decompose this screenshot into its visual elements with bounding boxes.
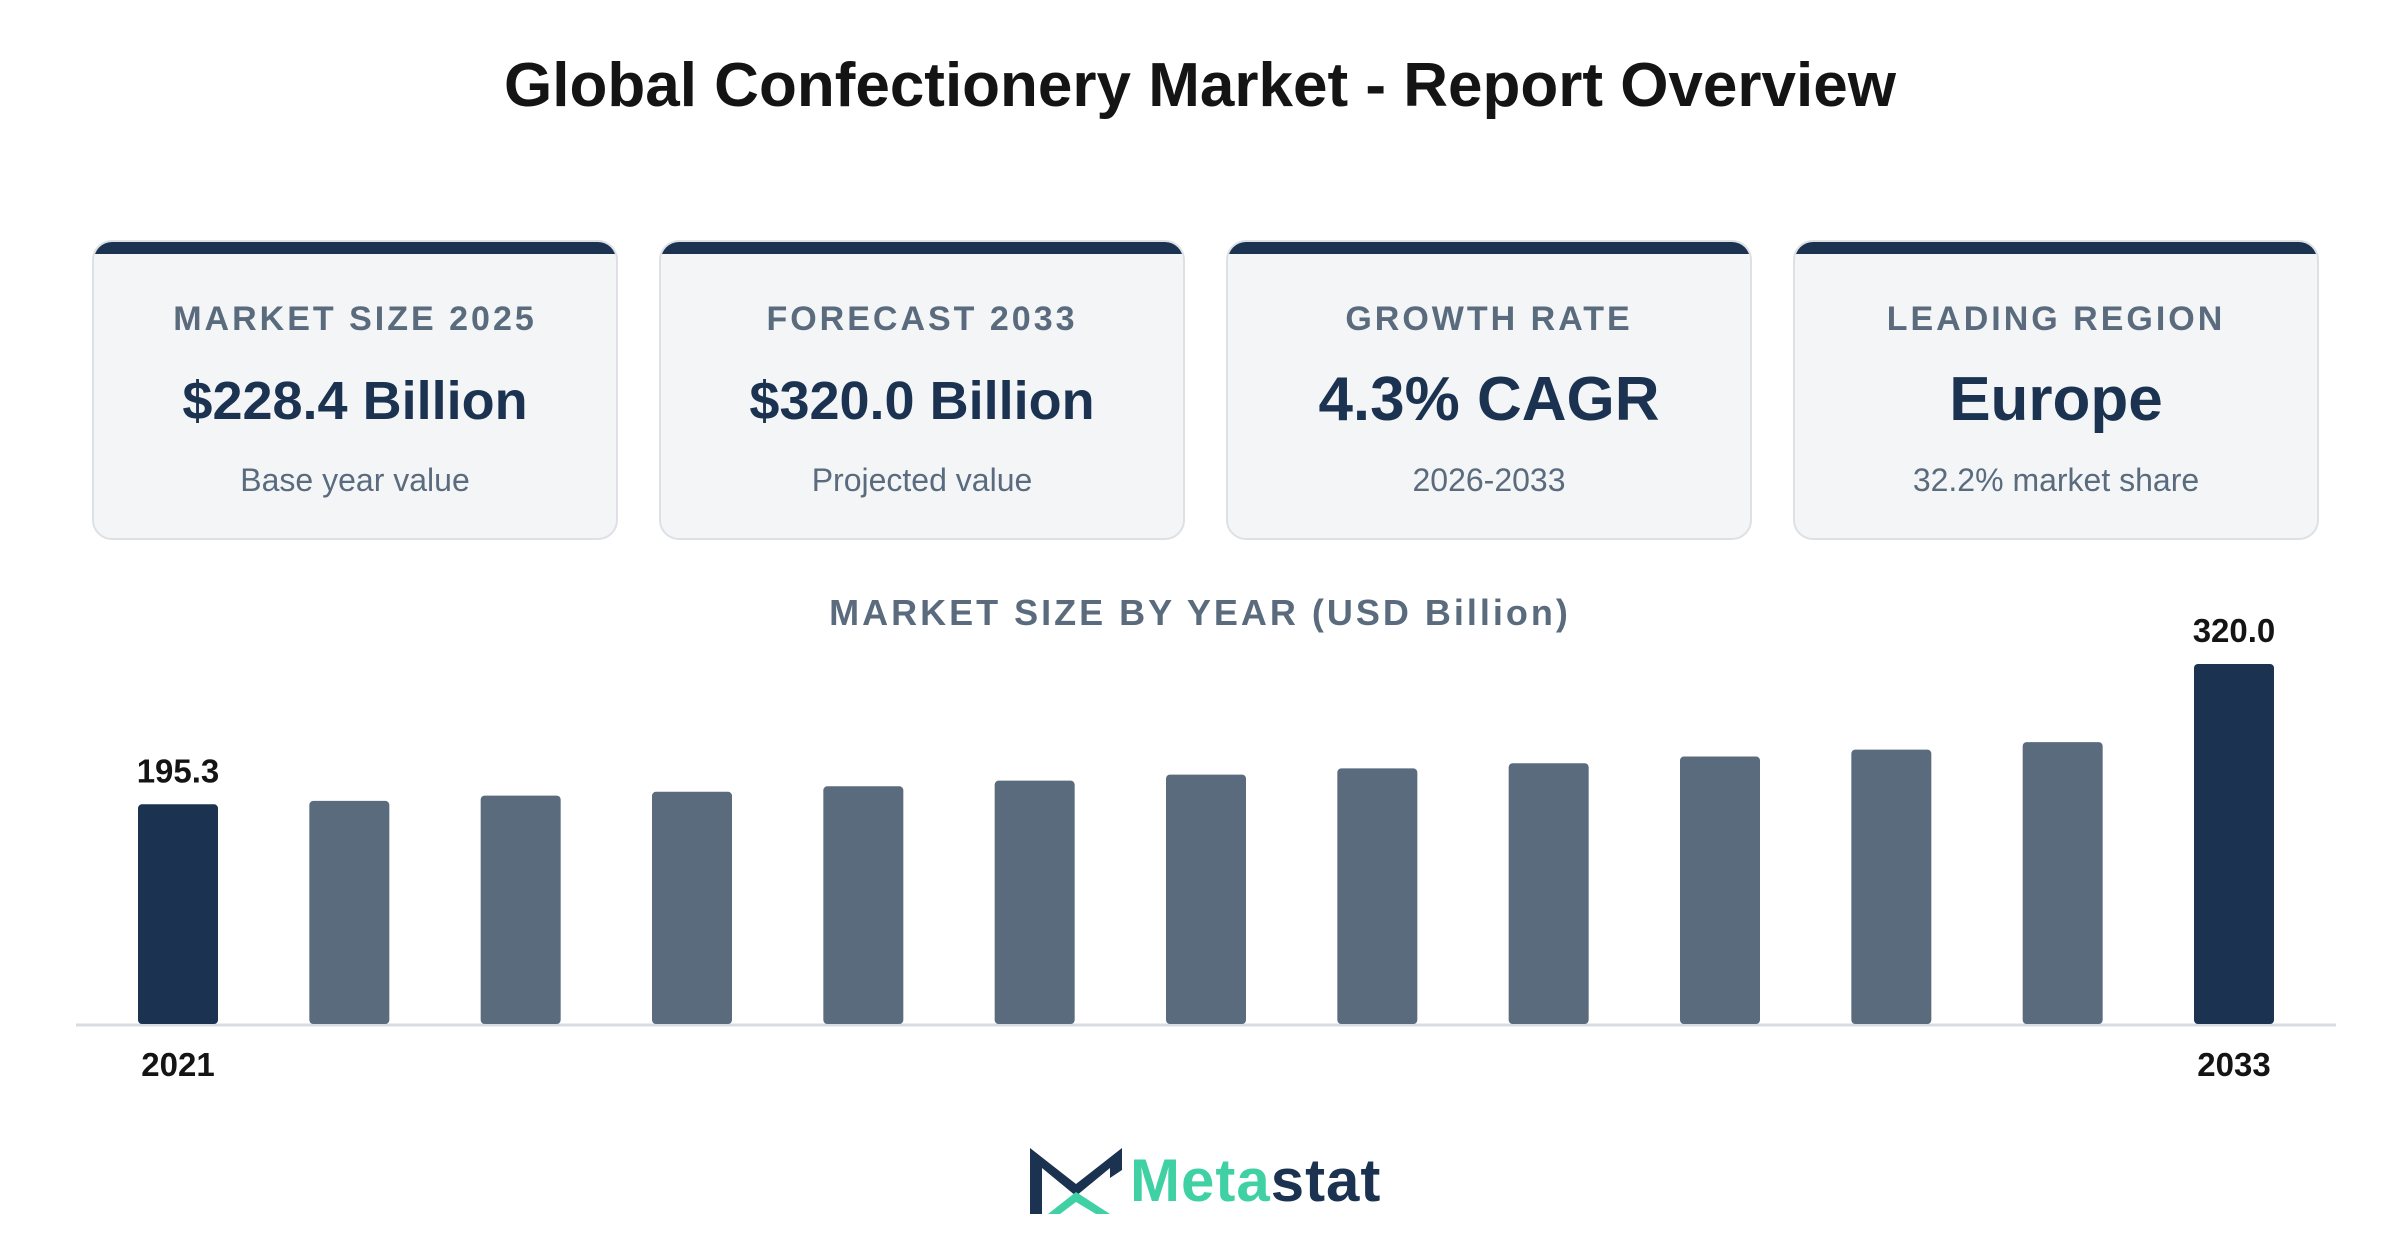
growth-rate-card: GROWTH RATE 4.3% CAGR 2026-2033 bbox=[1226, 240, 1752, 540]
card-value: 4.3% CAGR bbox=[1318, 365, 1660, 434]
chart-title: MARKET SIZE BY YEAR (USD Billion) bbox=[829, 592, 1571, 633]
card-accent-bar bbox=[94, 242, 616, 254]
card-accent-bar bbox=[1795, 242, 2317, 254]
card-accent-bar bbox=[1228, 242, 1750, 254]
logo-text-part2: stat bbox=[1270, 1147, 1382, 1214]
value-label-2033: 320.0 bbox=[2193, 612, 2276, 649]
bar-2028 bbox=[1337, 768, 1418, 1024]
card-subtext: 32.2% market share bbox=[1912, 462, 2200, 498]
value-label-2021: 195.3 bbox=[137, 752, 220, 789]
card-label: FORECAST 2033 bbox=[766, 300, 1078, 338]
metastat-logo: Metastat bbox=[1026, 1142, 1396, 1218]
bar-2022 bbox=[309, 800, 390, 1024]
bar-2025 bbox=[823, 786, 904, 1024]
market-size-card: MARKET SIZE 2025 $228.4 Billion Base yea… bbox=[92, 240, 618, 540]
bar-2026 bbox=[994, 780, 1075, 1024]
card-label: MARKET SIZE 2025 bbox=[173, 300, 537, 338]
bar-2023 bbox=[480, 795, 561, 1024]
card-subtext: Base year value bbox=[240, 462, 470, 498]
card-value: Europe bbox=[1949, 365, 2163, 434]
bar-2021 bbox=[138, 804, 218, 1024]
forecast-card: FORECAST 2033 $320.0 Billion Projected v… bbox=[659, 240, 1185, 540]
page-title: Global Confectionery Market - Report Ove… bbox=[504, 51, 1896, 120]
leading-region-card: LEADING REGION Europe 32.2% market share bbox=[1793, 240, 2319, 540]
x-tick-label-2033: 2033 bbox=[2197, 1046, 2270, 1083]
logo-text-part1: Meta bbox=[1130, 1147, 1271, 1214]
bar-2031 bbox=[1851, 749, 1932, 1024]
card-subtext: 2026-2033 bbox=[1412, 462, 1566, 498]
card-value: $320.0 Billion bbox=[749, 371, 1095, 431]
card-label: LEADING REGION bbox=[1886, 300, 2226, 338]
bar-2033 bbox=[2194, 664, 2274, 1024]
bar-2029 bbox=[1508, 763, 1589, 1024]
bar-2027 bbox=[1166, 774, 1246, 1024]
card-label: GROWTH RATE bbox=[1345, 300, 1633, 338]
metastat-logo-text: Metastat bbox=[1130, 1146, 1381, 1215]
card-value: $228.4 Billion bbox=[182, 371, 528, 431]
bar-2032 bbox=[2022, 742, 2103, 1024]
metastat-logo-icon bbox=[1030, 1148, 1122, 1214]
bar-2030 bbox=[1680, 756, 1760, 1024]
card-subtext: Projected value bbox=[811, 462, 1033, 498]
card-accent-bar bbox=[661, 242, 1183, 254]
bar-2024 bbox=[652, 791, 732, 1024]
x-tick-label-2021: 2021 bbox=[141, 1046, 214, 1083]
